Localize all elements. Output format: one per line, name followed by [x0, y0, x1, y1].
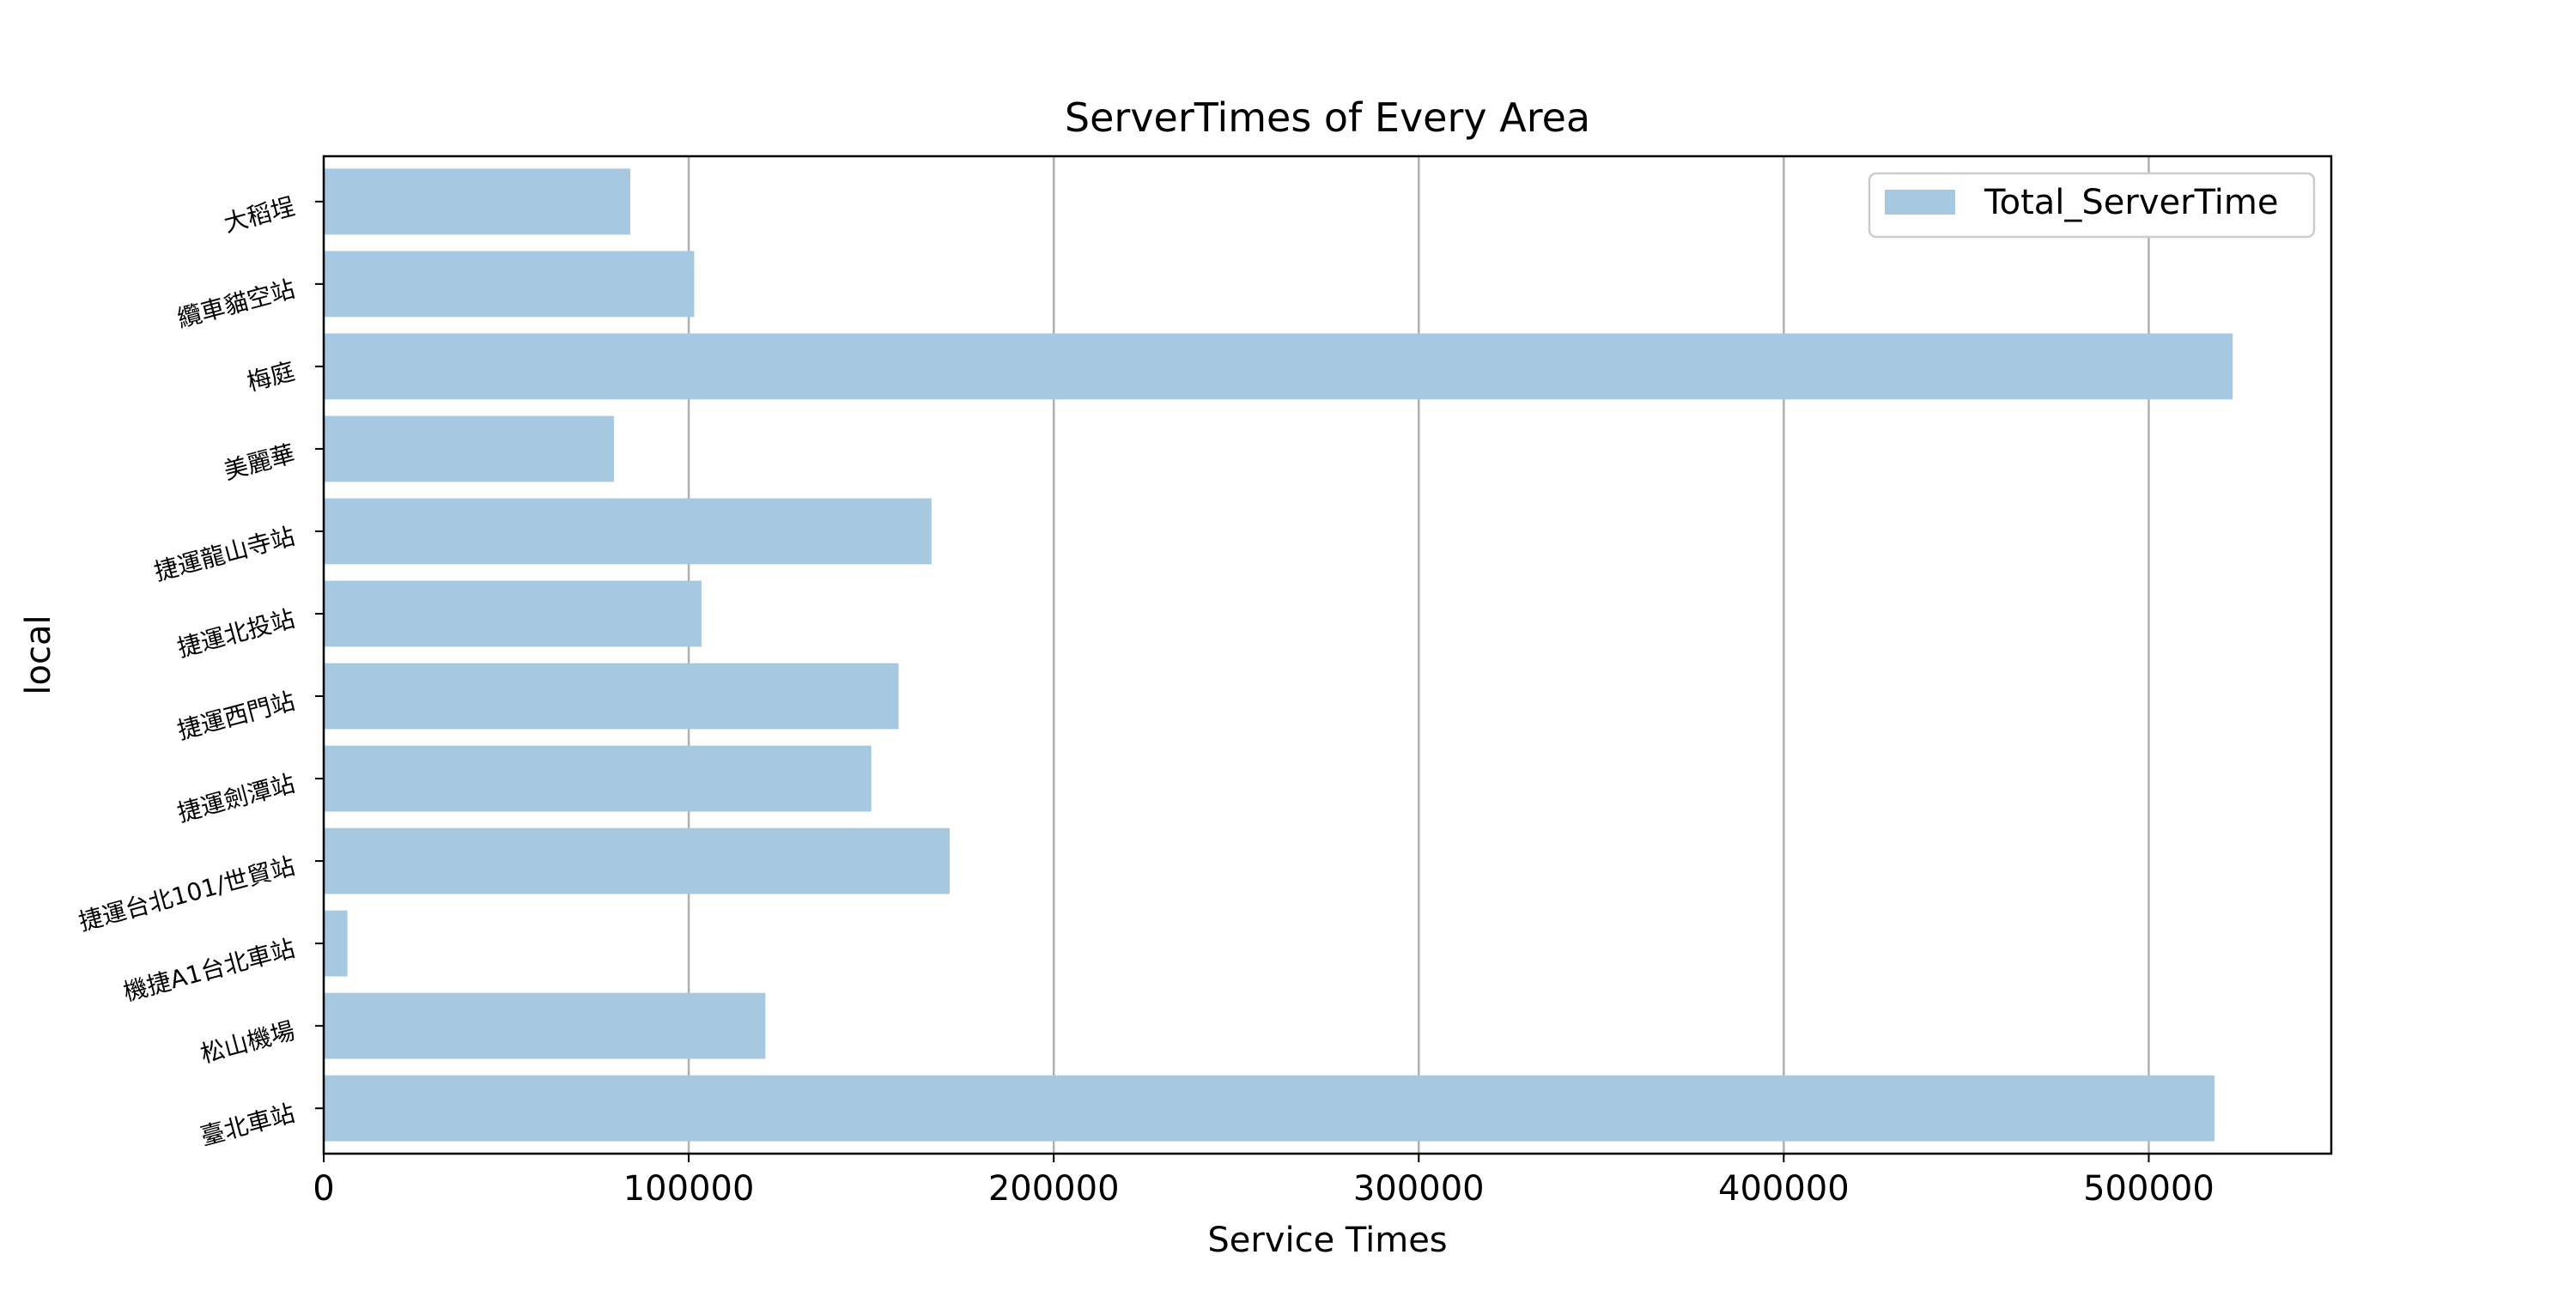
chart-title: ServerTimes of Every Area	[1065, 94, 1590, 141]
bar	[324, 827, 951, 894]
x-ticks: 0 100000 200000 300000 400000 500000	[313, 1154, 2215, 1209]
bar	[324, 580, 702, 647]
bar	[324, 663, 899, 730]
legend-swatch	[1885, 190, 1955, 215]
bar	[324, 745, 872, 812]
x-tick-label: 200000	[988, 1169, 1120, 1209]
bar	[324, 415, 614, 482]
x-axis-label: Service Times	[1207, 1221, 1447, 1260]
bar	[324, 333, 2233, 400]
bar	[324, 168, 631, 235]
bars	[324, 168, 2233, 1142]
x-tick-label: 0	[313, 1169, 334, 1209]
bar	[324, 910, 348, 977]
x-tick-label: 400000	[1718, 1169, 1850, 1209]
bar	[324, 1075, 2215, 1142]
x-tick-label: 500000	[2083, 1169, 2215, 1209]
bar	[324, 992, 766, 1059]
axes-frame	[322, 155, 2333, 1155]
x-tick-label: 300000	[1353, 1169, 1485, 1209]
legend-label: Total_ServerTime	[1984, 183, 2278, 222]
bar	[324, 251, 695, 318]
bar	[324, 498, 932, 565]
legend: Total_ServerTime	[1868, 172, 2316, 239]
legend-box	[1868, 172, 2316, 239]
x-tick-label: 100000	[623, 1169, 755, 1209]
y-axis-label: local	[19, 615, 58, 694]
grid-lines	[687, 156, 2150, 1154]
